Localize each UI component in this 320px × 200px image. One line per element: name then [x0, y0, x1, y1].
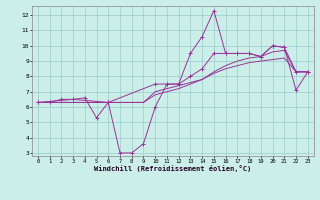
X-axis label: Windchill (Refroidissement éolien,°C): Windchill (Refroidissement éolien,°C) [94, 165, 252, 172]
